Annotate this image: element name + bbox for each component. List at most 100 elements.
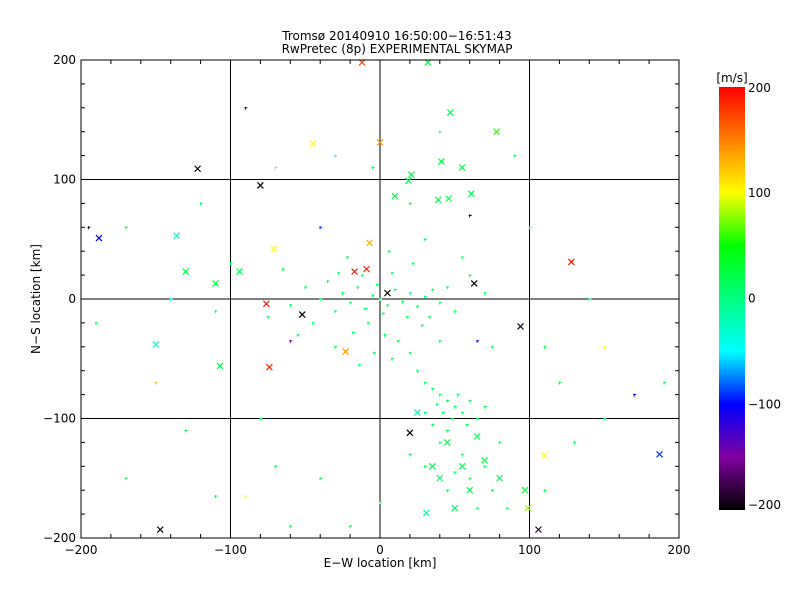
data-point-dot	[319, 226, 323, 230]
data-point-dot	[438, 393, 442, 397]
data-point-dot	[461, 411, 465, 415]
data-point-cross	[436, 474, 444, 482]
colorbar-tick-label: 0	[748, 292, 756, 306]
data-point-dot	[450, 417, 454, 421]
data-point-dot	[349, 301, 353, 305]
data-point-dot	[356, 286, 360, 290]
data-point-cross	[473, 433, 481, 440]
x-tick-label: 100	[518, 543, 541, 557]
x-tick-label: 200	[668, 543, 691, 557]
data-point-dot	[476, 417, 480, 421]
data-point-dot	[281, 268, 285, 272]
data-point-dot	[438, 339, 442, 343]
data-point-dot	[435, 403, 439, 407]
data-point-cross	[524, 504, 532, 512]
y-tick-label: 0	[68, 292, 76, 306]
data-point-cross	[458, 462, 466, 470]
data-point-dot	[456, 393, 460, 397]
chart-title-line-2: RwPretec (8p) EXPERIMENTAL SKYMAP	[282, 42, 513, 56]
data-point-cross	[493, 128, 501, 136]
data-point-dot	[423, 295, 427, 299]
data-point-dot	[94, 321, 98, 325]
data-point-dot	[431, 288, 435, 292]
data-point-dot	[184, 429, 188, 433]
data-point-cross	[443, 438, 451, 446]
data-point-cross	[541, 452, 548, 459]
data-point-dot	[528, 226, 532, 230]
data-point-cross	[406, 429, 414, 437]
data-point-cross	[466, 486, 474, 494]
data-point-cross	[458, 164, 466, 171]
colorbar-tick-label: 200	[748, 81, 771, 95]
data-point-dot	[543, 345, 547, 349]
data-point-cross	[351, 268, 359, 275]
data-point-dot	[483, 292, 487, 296]
data-point-dot	[431, 423, 435, 427]
data-point-dot	[341, 292, 345, 296]
data-point-dot	[453, 405, 457, 409]
data-point-dot	[371, 166, 375, 170]
data-point-dot	[431, 387, 435, 391]
data-point-cross	[445, 195, 453, 203]
data-point-dot	[229, 262, 233, 266]
data-point-dot	[603, 345, 607, 349]
data-point-dot	[498, 441, 502, 445]
data-point-dot	[311, 321, 315, 325]
data-point-dot	[296, 333, 300, 337]
data-point-cross	[451, 504, 459, 512]
data-point-dot	[334, 154, 338, 158]
colorbar-tick-label: 100	[748, 186, 771, 200]
data-point-dot	[371, 294, 375, 298]
data-point-dot	[453, 471, 457, 475]
data-point-dot	[423, 465, 427, 469]
data-point-cross	[298, 311, 306, 318]
data-point-cross	[216, 362, 224, 370]
y-tick-label: −200	[43, 531, 76, 545]
data-point-dot	[361, 274, 365, 278]
data-point-dot	[387, 250, 391, 254]
x-axis-label: E−W location [km]	[324, 556, 437, 570]
x-tick-label: −100	[214, 543, 247, 557]
data-point-cross	[467, 190, 475, 198]
data-point-cross	[212, 280, 219, 287]
data-point-dot	[381, 312, 385, 316]
data-point-cross	[236, 268, 243, 275]
data-point-cross	[446, 109, 454, 117]
data-point-cross	[256, 182, 264, 189]
data-point-cross	[434, 196, 442, 204]
data-point-cross	[262, 300, 270, 308]
data-point-cross	[437, 158, 445, 165]
data-point-cross	[656, 450, 663, 458]
data-point-dot	[334, 345, 338, 349]
data-point-dot	[558, 381, 562, 385]
data-point-dot	[244, 495, 248, 499]
data-point-dot	[468, 399, 472, 403]
data-point-dot	[476, 339, 480, 343]
x-tick-label: 0	[376, 543, 384, 557]
data-point-dot	[319, 477, 323, 481]
data-point-dot	[476, 507, 480, 511]
data-point-cross	[384, 289, 391, 297]
data-point-dot	[289, 525, 293, 529]
data-point-dot	[438, 301, 442, 305]
data-point-dot	[358, 363, 362, 367]
data-point-dot	[274, 166, 278, 170]
data-points	[87, 58, 667, 534]
colorbar	[719, 87, 745, 510]
data-point-dot	[401, 300, 405, 304]
data-point-dot	[169, 298, 173, 301]
data-point-dot	[513, 154, 517, 158]
data-point-dot	[373, 351, 377, 355]
data-point-dot	[420, 324, 424, 328]
data-point-cross	[173, 232, 181, 240]
data-point-dot	[214, 495, 218, 499]
data-point-dot	[393, 288, 397, 292]
colorbar-tick-label: −200	[748, 498, 781, 512]
data-point-dot	[506, 507, 510, 511]
y-tick-label: 100	[53, 173, 76, 187]
data-point-dot	[465, 423, 469, 427]
data-point-dot	[468, 214, 472, 218]
axis-ticks: −200−200 −100 −100 0 0 100 100 200 200	[43, 53, 690, 557]
data-point-dot	[214, 309, 218, 313]
